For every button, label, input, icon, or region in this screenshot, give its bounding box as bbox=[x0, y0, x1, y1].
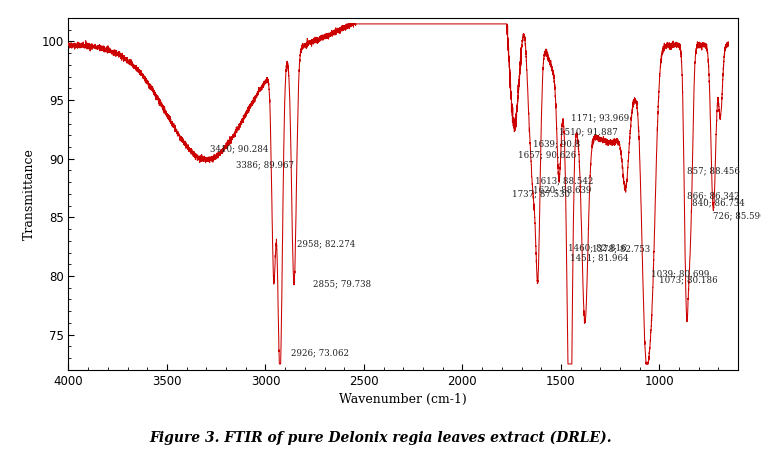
Text: 2958; 82.274: 2958; 82.274 bbox=[297, 240, 355, 249]
Text: 1639; 90.8: 1639; 90.8 bbox=[533, 139, 581, 148]
Text: 1451; 81.964: 1451; 81.964 bbox=[570, 254, 629, 263]
Text: 1657; 90.626: 1657; 90.626 bbox=[517, 151, 576, 160]
Text: 1460; 82.816: 1460; 82.816 bbox=[568, 244, 626, 253]
Text: 1039; 80.699: 1039; 80.699 bbox=[651, 269, 709, 278]
Text: 1613; 88.542: 1613; 88.542 bbox=[535, 176, 594, 185]
Text: 1171; 93.969: 1171; 93.969 bbox=[571, 113, 629, 122]
Text: Figure 3. FTIR of pure Delonix regia leaves extract (DRLE).: Figure 3. FTIR of pure Delonix regia lea… bbox=[149, 431, 612, 445]
Text: 726; 85.590: 726; 85.590 bbox=[713, 212, 761, 221]
Text: 840; 86.734: 840; 86.734 bbox=[692, 199, 744, 208]
Text: 3410; 90.284: 3410; 90.284 bbox=[210, 145, 269, 154]
Text: 1510; 91.887: 1510; 91.887 bbox=[559, 127, 618, 136]
X-axis label: Wavenumber (cm-1): Wavenumber (cm-1) bbox=[339, 393, 467, 406]
Text: 1073; 80.186: 1073; 80.186 bbox=[659, 275, 718, 284]
Text: 2926; 73.062: 2926; 73.062 bbox=[291, 349, 349, 358]
Text: 1620; 88.639: 1620; 88.639 bbox=[533, 186, 592, 195]
Text: 2855; 79.738: 2855; 79.738 bbox=[313, 280, 371, 289]
Text: 857; 88.456: 857; 88.456 bbox=[687, 166, 740, 175]
Text: 866; 86.342: 866; 86.342 bbox=[686, 192, 739, 201]
Text: 3386; 89.967: 3386; 89.967 bbox=[236, 160, 294, 169]
Text: 1378; 82.753: 1378; 82.753 bbox=[592, 244, 651, 253]
Y-axis label: Transmittance: Transmittance bbox=[23, 148, 36, 240]
Text: 1737; 87.530: 1737; 87.530 bbox=[511, 189, 570, 198]
